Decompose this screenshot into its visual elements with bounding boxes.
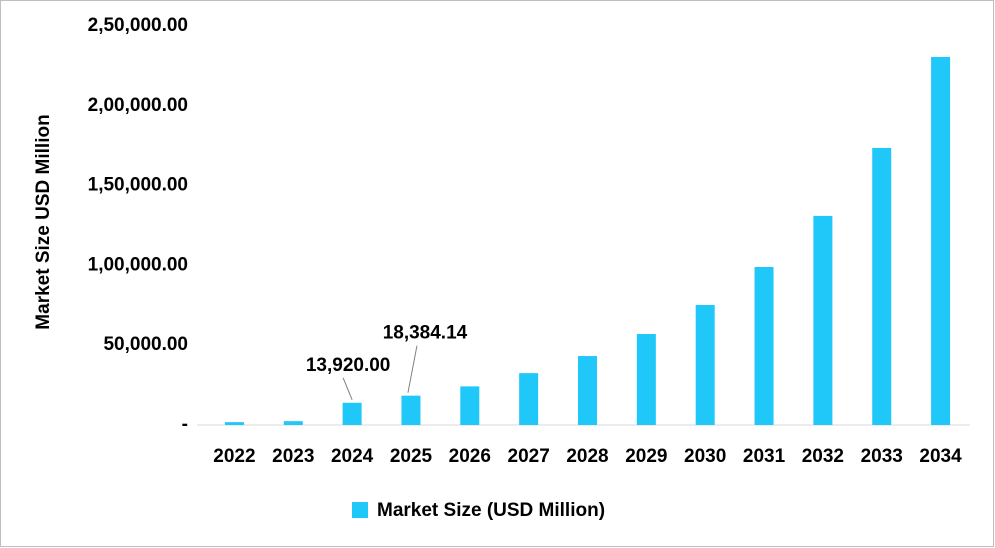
x-tick-label: 2025 bbox=[390, 446, 433, 467]
x-tick-label: 2029 bbox=[625, 446, 667, 467]
bar bbox=[931, 56, 951, 425]
label-leader bbox=[407, 345, 418, 393]
label-leader bbox=[342, 377, 353, 400]
x-tick-label: 2026 bbox=[449, 446, 491, 467]
x-tick-label: 2024 bbox=[331, 446, 374, 467]
y-tick-label: 50,000.00 bbox=[103, 334, 188, 355]
legend-swatch bbox=[352, 502, 368, 518]
bar bbox=[636, 334, 656, 425]
bar bbox=[460, 386, 480, 425]
legend-label: Market Size (USD Million) bbox=[377, 500, 605, 521]
y-axis-title: Market Size USD Million bbox=[33, 114, 54, 329]
x-tick-label: 2032 bbox=[802, 446, 844, 467]
bar bbox=[283, 421, 303, 425]
bar bbox=[578, 356, 597, 425]
y-tick-label: 1,50,000.00 bbox=[88, 175, 188, 196]
bar bbox=[342, 402, 362, 425]
bar bbox=[401, 395, 421, 425]
x-tick-label: 2023 bbox=[272, 446, 314, 467]
bar bbox=[224, 422, 244, 425]
bar bbox=[813, 215, 833, 425]
x-tick-label: 2031 bbox=[743, 446, 786, 467]
x-tick-label: 2022 bbox=[213, 446, 255, 467]
bar bbox=[754, 266, 774, 425]
y-tick-label: 1,00,000.00 bbox=[88, 254, 188, 275]
x-tick-label: 2034 bbox=[919, 446, 962, 467]
bar bbox=[695, 304, 715, 425]
x-tick-label: 2030 bbox=[684, 446, 726, 467]
bar bbox=[872, 147, 892, 426]
y-tick-label: 2,00,000.00 bbox=[88, 95, 188, 116]
y-tick-label: 2,50,000.00 bbox=[88, 15, 188, 36]
value-label: 13,920.00 bbox=[306, 355, 391, 376]
x-tick-label: 2028 bbox=[566, 446, 608, 467]
x-tick-label: 2027 bbox=[508, 446, 550, 467]
bar bbox=[519, 373, 539, 425]
value-label: 18,384.14 bbox=[383, 323, 468, 344]
x-tick-label: 2033 bbox=[861, 446, 903, 467]
y-tick-label: - bbox=[182, 414, 188, 435]
